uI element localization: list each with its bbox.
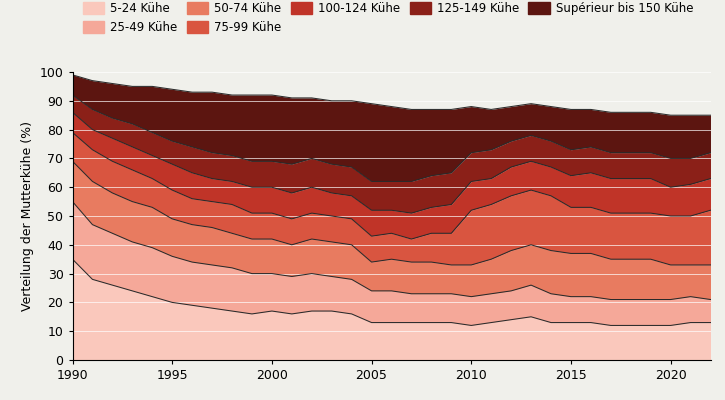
Y-axis label: Verteilung der Mutterkühe (%): Verteilung der Mutterkühe (%) — [21, 121, 34, 311]
Legend: 5-24 Kühe, 25-49 Kühe, 50-74 Kühe, 75-99 Kühe, 100-124 Kühe, 125-149 Kühe, Supér: 5-24 Kühe, 25-49 Kühe, 50-74 Kühe, 75-99… — [78, 0, 697, 39]
